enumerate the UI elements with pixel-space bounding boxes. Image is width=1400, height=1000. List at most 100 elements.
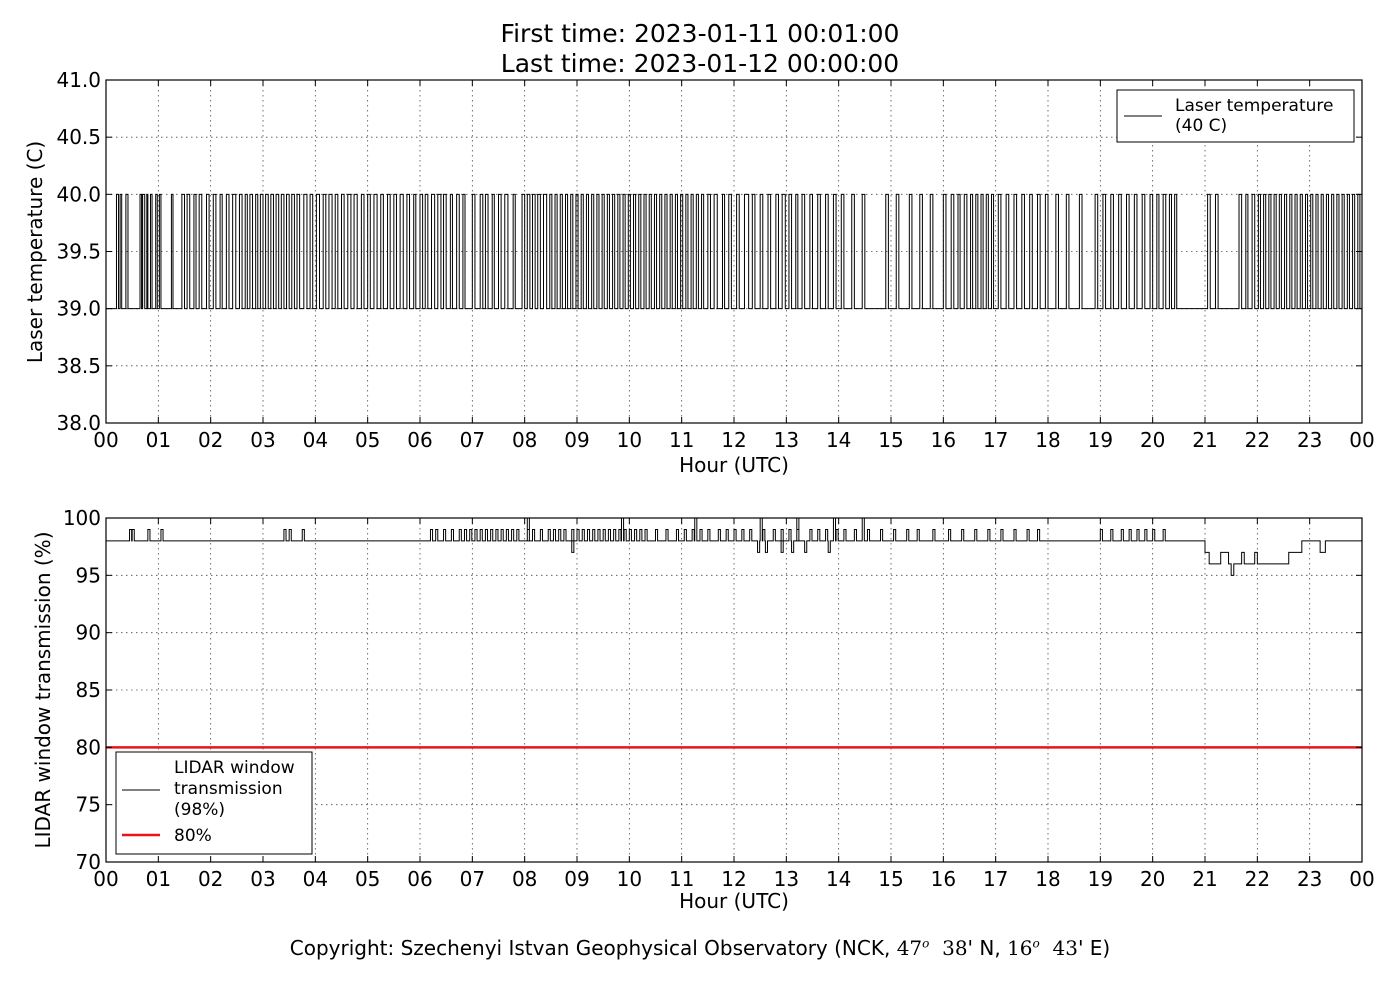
legend-label-laser-temperature: Laser temperature (40 C): [1175, 96, 1333, 136]
laser-temperature-xtick-label: 20: [1140, 428, 1165, 452]
lidar-transmission-xtick-label: 07: [460, 867, 485, 891]
laser-temperature-ytick-label: 39.5: [56, 240, 101, 264]
laser-temperature-xtick-label: 00: [1349, 428, 1374, 452]
lidar-transmission-xtick-label: 05: [355, 867, 380, 891]
lidar-transmission-xtick-label: 13: [774, 867, 799, 891]
lidar-transmission-plot: 00 01 02 03 04 05 06 07 08 09 10 11 12 13 14 15 16 17 18 19…: [31, 506, 1375, 913]
degree-sign: o: [1032, 936, 1040, 951]
lidar-transmission-ytick-label: 90: [76, 621, 101, 645]
lidar-transmission-xtick-label: 20: [1140, 867, 1165, 891]
lidar-transmission-xtick-label: 21: [1192, 867, 1217, 891]
lidar-transmission-xtick-label: 11: [669, 867, 694, 891]
lidar-transmission-ytick-label: 95: [76, 563, 101, 587]
laser-temperature-xtick-label: 14: [826, 428, 851, 452]
legend-label-line: transmission: [174, 779, 283, 799]
latitude-suffix: ' N,: [967, 936, 1008, 960]
laser-temperature-xtick-label: 19: [1088, 428, 1113, 452]
laser-temperature-ytick-label: 38.0: [56, 411, 101, 435]
legend-label-line: LIDAR window: [174, 758, 295, 778]
latitude-degrees: 47: [896, 936, 923, 960]
legend-label-80-percent: 80%: [174, 826, 212, 846]
lidar-transmission-xtick-label: 10: [617, 867, 642, 891]
laser-temperature-xtick-label: 18: [1035, 428, 1060, 452]
lidar-transmission-line: [106, 517, 1362, 576]
laser-temperature-xtick-label: 16: [931, 428, 956, 452]
lidar-transmission-ytick-label: 85: [76, 678, 101, 702]
longitude-degrees: 16: [1007, 936, 1033, 960]
laser-temperature-ytick-label: 41.0: [56, 68, 101, 92]
laser-temperature-xtick-label: 04: [303, 428, 328, 452]
lidar-transmission-xtick-label: 15: [878, 867, 903, 891]
laser-temperature-xtick-label: 21: [1192, 428, 1217, 452]
lidar-transmission-series: [106, 517, 1362, 749]
laser-temperature-xtick-label: 13: [774, 428, 799, 452]
lidar-transmission-xtick-label: 22: [1245, 867, 1270, 891]
legend-label-lidar-transmission: LIDAR window transmission (98%): [174, 758, 295, 820]
legend-label-line: (98%): [174, 800, 225, 820]
laser-temperature-xtick-label: 10: [617, 428, 642, 452]
laser-temperature-xtick-label: 08: [512, 428, 537, 452]
copyright-footer: Copyright: Szechenyi Istvan Geophysical …: [0, 936, 1400, 960]
lidar-transmission-xtick-label: 12: [721, 867, 746, 891]
chart-title-line2: Last time: 2023-01-12 00:00:00: [500, 49, 900, 78]
lidar-transmission-xtick-label: 23: [1297, 867, 1322, 891]
lidar-transmission-xtick-label: 19: [1088, 867, 1113, 891]
laser-temperature-xtick-label: 01: [146, 428, 171, 452]
laser-temperature-xtick-label: 07: [460, 428, 485, 452]
lidar-transmission-xtick-label: 00: [93, 867, 118, 891]
laser-temperature-xtick-label: 05: [355, 428, 380, 452]
lidar-transmission-xtick-label: 02: [198, 867, 223, 891]
laser-temperature-series: [106, 193, 1362, 310]
laser-temperature-xtick-label: 09: [564, 428, 589, 452]
laser-temperature-xtick-label: 11: [669, 428, 694, 452]
laser-temperature-xtick-label: 02: [198, 428, 223, 452]
lidar-transmission-xtick-label: 18: [1035, 867, 1060, 891]
lidar-transmission-legend: LIDAR window transmission (98%) 80%: [115, 751, 313, 855]
laser-temperature-xlabel: Hour (UTC): [679, 453, 789, 477]
laser-temperature-ytick-label: 38.5: [56, 354, 101, 378]
lidar-transmission-ytick-label: 70: [76, 850, 101, 874]
lidar-transmission-ytick-label: 75: [76, 793, 101, 817]
legend-label-line: Laser temperature: [1175, 96, 1333, 116]
laser-temperature-xtick-label: 12: [721, 428, 746, 452]
laser-temperature-xtick-label: 00: [93, 428, 118, 452]
latitude-minutes: 38: [942, 936, 968, 960]
lidar-transmission-xtick-label: 06: [407, 867, 432, 891]
lidar-transmission-xtick-label: 16: [931, 867, 956, 891]
chart-title-line1: First time: 2023-01-11 00:01:00: [500, 19, 900, 48]
lidar-transmission-xtick-label: 17: [983, 867, 1008, 891]
lidar-transmission-xtick-label: 14: [826, 867, 851, 891]
laser-temperature-xtick-label: 06: [407, 428, 432, 452]
laser-temperature-line: [106, 193, 1362, 310]
lidar-transmission-ticks: 00 01 02 03 04 05 06 07 08 09 10 11 12 13 14 15 16 17 18 19…: [63, 506, 1375, 891]
laser-temperature-ticks: 00 01 02 03 04 05 06 07 08 09 10 11 12 13 14 15 16 17 18 19…: [56, 68, 1374, 452]
laser-temperature-xtick-label: 17: [983, 428, 1008, 452]
laser-temperature-ytick-label: 39.0: [56, 297, 101, 321]
longitude-suffix: ' E): [1077, 936, 1111, 960]
laser-temperature-xtick-label: 03: [250, 428, 275, 452]
copyright-prefix: Copyright: Szechenyi Istvan Geophysical …: [289, 936, 897, 960]
laser-temperature-ytick-label: 40.0: [56, 182, 101, 206]
laser-temperature-plot: 00 01 02 03 04 05 06 07 08 09 10 11 12 13 14 15 16 17 18 19…: [23, 68, 1375, 477]
lidar-transmission-xtick-label: 00: [1349, 867, 1374, 891]
lidar-transmission-xtick-label: 03: [250, 867, 275, 891]
degree-sign: o: [922, 936, 930, 951]
lidar-transmission-ytick-label: 100: [63, 506, 101, 530]
legend-label-line: (40 C): [1175, 116, 1227, 136]
laser-temperature-xtick-label: 23: [1297, 428, 1322, 452]
lidar-transmission-xtick-label: 08: [512, 867, 537, 891]
laser-temperature-legend: Laser temperature (40 C): [1116, 89, 1355, 143]
lidar-transmission-ylabel: LIDAR window transmission (%): [31, 532, 55, 849]
lidar-transmission-xtick-label: 01: [146, 867, 171, 891]
lidar-transmission-xlabel: Hour (UTC): [679, 889, 789, 913]
lidar-transmission-ytick-label: 80: [76, 735, 101, 759]
lidar-transmission-xtick-label: 09: [564, 867, 589, 891]
longitude-minutes: 43: [1052, 936, 1078, 960]
laser-temperature-xtick-label: 15: [878, 428, 903, 452]
laser-temperature-ytick-label: 40.5: [56, 125, 101, 149]
legend-box: [115, 751, 313, 855]
lidar-transmission-xtick-label: 04: [303, 867, 328, 891]
laser-temperature-xtick-label: 22: [1245, 428, 1270, 452]
laser-temperature-ylabel: Laser temperature (C): [23, 141, 47, 363]
